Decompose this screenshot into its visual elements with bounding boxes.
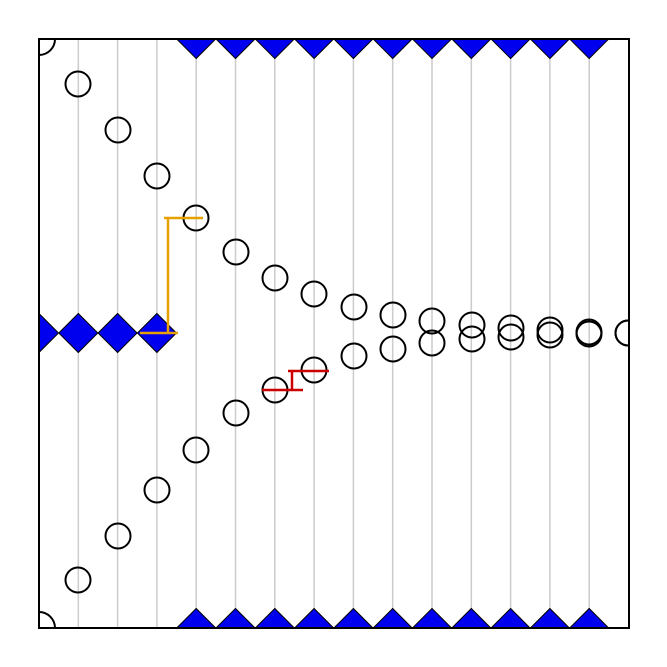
corner-arc-icon bbox=[39, 611, 56, 628]
circle-marker-icon bbox=[340, 293, 368, 321]
frame-border bbox=[38, 38, 630, 629]
circle-marker-icon bbox=[64, 70, 92, 98]
diamond-icon bbox=[254, 607, 296, 628]
diamond-icon bbox=[411, 607, 453, 628]
diamond-icon bbox=[529, 607, 571, 628]
circle-marker-icon bbox=[143, 476, 171, 504]
diamond-icon bbox=[293, 39, 335, 60]
circle-marker-icon bbox=[261, 264, 289, 292]
circle-marker-icon bbox=[340, 342, 368, 370]
diamond-icon bbox=[372, 607, 413, 628]
diamond-icon bbox=[411, 39, 453, 60]
diamond-icon bbox=[254, 39, 296, 60]
bottom-diamond-row bbox=[175, 607, 610, 628]
circle-marker-icon bbox=[104, 116, 132, 144]
circle-marker-icon bbox=[575, 320, 603, 348]
circle-marker-icon bbox=[536, 321, 564, 349]
circle-marker-icon bbox=[143, 162, 171, 190]
circle-marker-icon bbox=[458, 325, 486, 353]
top-diamond-row bbox=[175, 39, 610, 60]
diamond-icon bbox=[215, 39, 256, 60]
circle-marker-icon bbox=[497, 314, 525, 342]
diamond-icon bbox=[333, 39, 374, 60]
diamond-icon bbox=[372, 39, 413, 60]
circle-marker-icon bbox=[222, 399, 250, 427]
circle-marker-icon bbox=[418, 307, 446, 335]
diamond-icon bbox=[175, 607, 217, 628]
circle-marker-icon bbox=[379, 335, 407, 363]
circle-marker-icon bbox=[64, 566, 92, 594]
circle-marker-icon bbox=[182, 436, 210, 464]
diamond-icon bbox=[175, 39, 217, 60]
corner-arcs bbox=[39, 39, 56, 628]
bracket-markers bbox=[140, 216, 329, 392]
circle-marker-icon bbox=[497, 323, 525, 351]
circle-marker-icon bbox=[379, 301, 407, 329]
circle-marker-icon bbox=[222, 238, 250, 266]
circle-marker-icon bbox=[104, 522, 132, 550]
circle-marker-icon bbox=[418, 329, 446, 357]
circle-marker-icon bbox=[458, 311, 486, 339]
diamond-icon bbox=[293, 607, 335, 628]
circle-marker-icon bbox=[300, 280, 328, 308]
diamond-icon bbox=[215, 607, 256, 628]
diamond-icon bbox=[490, 39, 531, 60]
diamond-icon bbox=[490, 607, 531, 628]
corner-arc-icon bbox=[39, 39, 56, 56]
diamond-icon bbox=[568, 607, 610, 628]
diamond-icon bbox=[451, 607, 492, 628]
diamond-icon bbox=[529, 39, 571, 60]
diamond-icon bbox=[333, 607, 374, 628]
diamond-icon bbox=[568, 39, 610, 60]
diamond-icon bbox=[451, 39, 492, 60]
